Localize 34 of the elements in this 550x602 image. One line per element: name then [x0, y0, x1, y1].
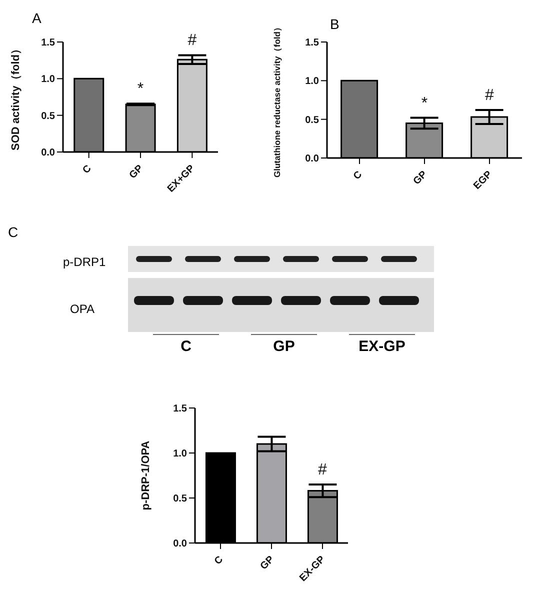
- text: p-DRP1: [63, 255, 106, 269]
- annotation: #: [188, 32, 197, 50]
- y-axis-title: SOD activity（fold）: [10, 44, 22, 150]
- y-tick-label: 0.5: [305, 114, 320, 126]
- text: C: [8, 224, 18, 240]
- text: GP: [272, 338, 296, 355]
- x-tick-label: GP: [411, 168, 430, 188]
- y-tick-label: 0.0: [305, 154, 320, 165]
- y-tick-label: 0.0: [173, 538, 188, 550]
- annotation: *: [421, 94, 428, 112]
- y-tick-label: 1.5: [41, 38, 56, 49]
- y-tick-label: 1.5: [173, 404, 188, 415]
- y-tick-label: 0.0: [41, 148, 56, 159]
- annotation: *: [137, 80, 144, 98]
- annotation: #: [318, 462, 328, 478]
- x-tick-label: C: [352, 169, 364, 182]
- chart-title: B: [330, 16, 340, 32]
- y-tick-label: 0.5: [41, 110, 56, 122]
- text: OPA: [70, 302, 94, 316]
- y-tick-label: 1.0: [173, 448, 188, 460]
- y-tick-label: 0.5: [173, 494, 188, 505]
- x-tick-label: C: [212, 554, 226, 568]
- chart-title: A: [32, 10, 42, 26]
- y-axis-title: Glutathione reductase activity（fold）: [272, 22, 282, 178]
- y-axis-title: p-DRP-1/OPA: [140, 440, 152, 510]
- text: C: [180, 338, 192, 355]
- y-tick-label: 1.5: [305, 38, 320, 49]
- x-tick-label: GP: [258, 554, 277, 572]
- y-tick-label: 1.0: [305, 76, 320, 88]
- x-tick-label: GP: [127, 162, 146, 182]
- y-tick-label: 1.0: [41, 74, 56, 86]
- annotation: #: [485, 87, 494, 104]
- text: EX-GP: [358, 338, 406, 355]
- x-tick-label: C: [80, 163, 94, 176]
